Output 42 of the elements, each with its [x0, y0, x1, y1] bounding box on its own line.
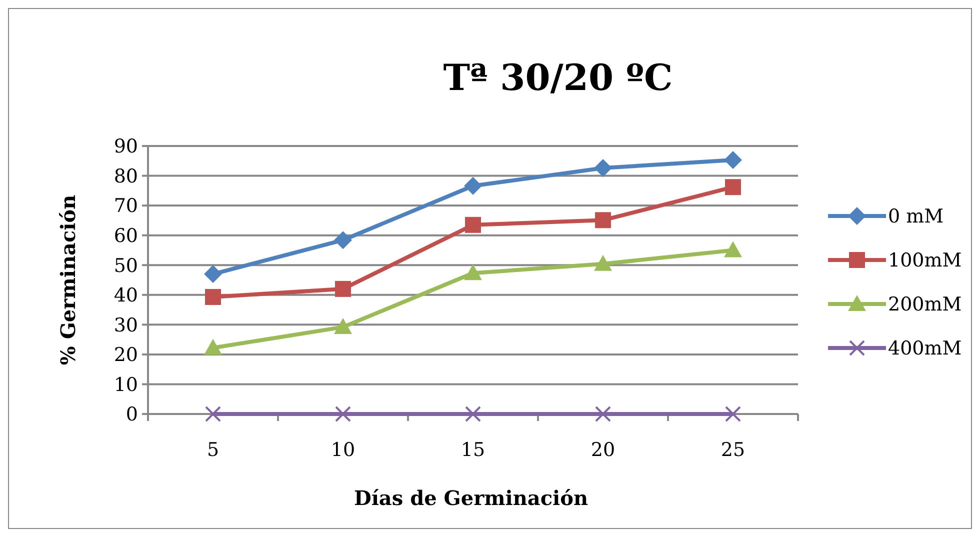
- y-tick-label: 90: [114, 136, 138, 158]
- point: [464, 176, 482, 195]
- x-tick-label: 10: [330, 439, 356, 461]
- point: [465, 406, 481, 422]
- point: [204, 338, 222, 355]
- point: [335, 406, 351, 422]
- x-axis-title: Días de Germinación: [354, 486, 588, 510]
- point: [334, 231, 352, 250]
- y-tick-label: 40: [114, 284, 138, 307]
- y-tick-label: 60: [114, 224, 138, 247]
- point: [464, 264, 482, 280]
- chart-title: Tª 30/20 ºC: [443, 57, 673, 99]
- x-tick-label: 25: [720, 439, 746, 461]
- point: [725, 179, 741, 196]
- point: [595, 406, 611, 422]
- point: [465, 216, 481, 233]
- y-tick-label: 0: [126, 404, 138, 426]
- point: [204, 265, 222, 284]
- y-tick-label: 10: [114, 374, 138, 396]
- x-tick-label: 5: [206, 439, 220, 461]
- legend-label: 100mM: [888, 250, 962, 272]
- y-tick-label: 30: [114, 314, 138, 336]
- y-tick-label: 80: [114, 165, 138, 188]
- y-tick-label: 20: [114, 344, 138, 366]
- x-tick-label: 20: [590, 439, 616, 461]
- point: [595, 212, 611, 228]
- point: [724, 241, 742, 258]
- point: [594, 254, 612, 271]
- point: [724, 150, 742, 169]
- x-tick-label: 15: [460, 439, 486, 461]
- point: [334, 318, 352, 334]
- y-tick-label: 50: [114, 254, 138, 277]
- legend-label: 400mM: [888, 338, 962, 360]
- point: [205, 288, 221, 305]
- y-tick-label: 70: [114, 195, 138, 218]
- legend-label: 0 mM: [888, 206, 944, 228]
- legend-label: 200mM: [888, 294, 962, 316]
- point: [594, 159, 612, 178]
- y-axis-title: % Germinación: [56, 194, 80, 366]
- point: [725, 406, 741, 422]
- point: [335, 280, 351, 297]
- point: [205, 406, 221, 422]
